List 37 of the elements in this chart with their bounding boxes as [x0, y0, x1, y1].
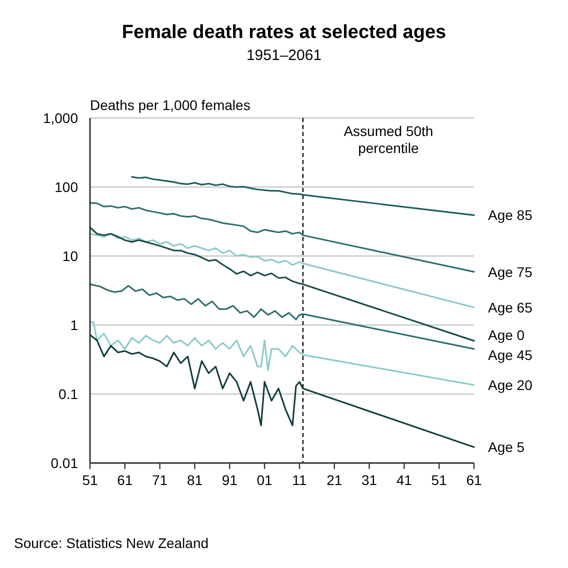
series-label: Age 0	[488, 326, 525, 343]
chart-title: Female death rates at selected ages	[122, 22, 446, 43]
line-series	[89, 202, 475, 273]
series-label: Age 65	[488, 299, 533, 316]
series-label: Age 85	[488, 207, 533, 224]
x-tick-label: 21	[326, 472, 342, 488]
x-tick-label: 41	[396, 472, 412, 488]
x-tick-label: 71	[152, 472, 168, 488]
y-tick-label: 1	[70, 317, 78, 333]
ref-line-label: Assumed 50th percentile	[344, 123, 434, 156]
line-series	[89, 232, 475, 308]
series-label: Age 5	[488, 439, 525, 456]
x-tick-label: 51	[82, 472, 98, 488]
series-label: Age 75	[488, 264, 533, 280]
line-series	[89, 283, 475, 350]
series-label: Age 45	[488, 346, 533, 363]
line-series	[131, 176, 475, 216]
x-tick-label: 51	[431, 472, 448, 488]
x-tick-label: 81	[186, 472, 203, 488]
source-note: Source: Statistics New Zealand	[14, 535, 209, 551]
line-series	[89, 334, 475, 448]
x-tick-label: 31	[361, 472, 378, 488]
y-tick-label: 0.1	[58, 386, 78, 402]
x-tick-label: 91	[222, 472, 238, 488]
y-axis-title: Deaths per 1,000 females	[90, 97, 250, 113]
y-tick-label: 0.01	[50, 455, 78, 471]
x-tick-label: 11	[292, 472, 307, 488]
x-tick-label: 61	[117, 472, 133, 488]
line-series	[89, 226, 475, 342]
x-tick-label: 01	[256, 472, 273, 488]
y-tick-label: 100	[54, 179, 78, 195]
chart-subtitle: 1951–2061	[246, 47, 322, 64]
series-label: Age 20	[488, 377, 533, 394]
y-tick-label: 1,000	[42, 110, 78, 126]
x-tick-label: 61	[466, 472, 482, 488]
y-tick-label: 10	[62, 248, 78, 264]
line-series	[89, 321, 475, 386]
